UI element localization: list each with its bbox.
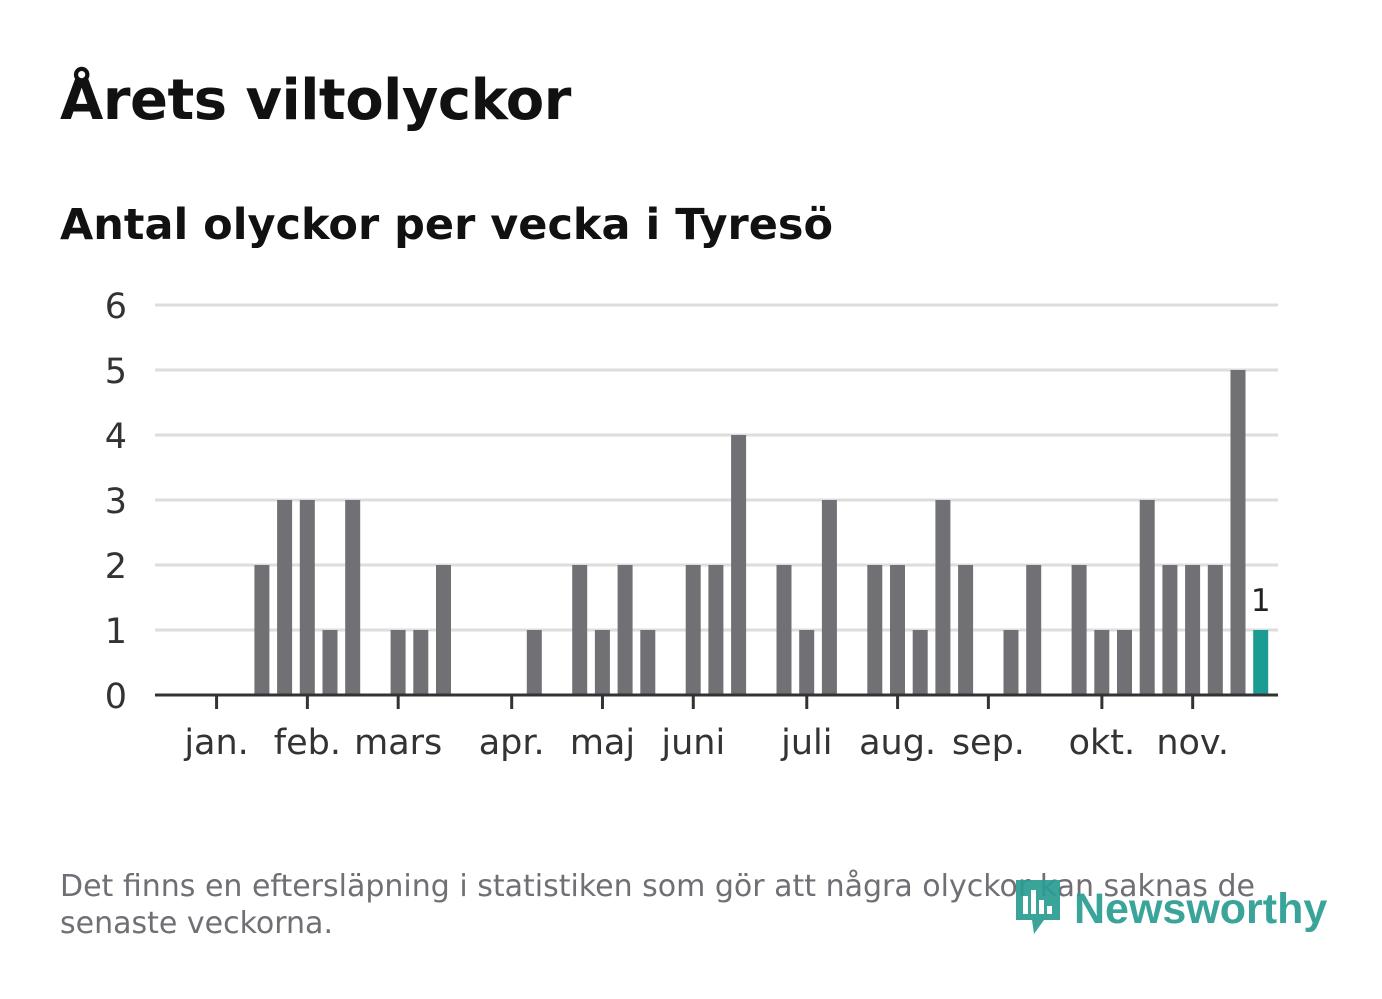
bar	[526, 630, 542, 695]
bar	[731, 435, 747, 695]
bar	[1185, 565, 1201, 695]
y-tick-label: 6	[105, 287, 127, 327]
y-tick-label: 4	[105, 417, 127, 457]
bar	[958, 565, 974, 695]
x-tick-label: aug.	[859, 723, 936, 763]
bar	[299, 500, 315, 695]
x-tick-label: jan.	[183, 723, 248, 763]
y-tick-label: 3	[105, 482, 127, 522]
y-tick-label: 2	[105, 547, 127, 587]
x-tick-label: mars	[354, 723, 442, 763]
x-tick-label: sep.	[952, 723, 1025, 763]
bar	[799, 630, 815, 695]
newsworthy-logo-icon	[1012, 876, 1064, 942]
bar-current-week	[1253, 630, 1269, 695]
x-tick-label: nov.	[1156, 723, 1229, 763]
y-tick-label: 1	[105, 612, 127, 652]
bar	[345, 500, 361, 695]
brand-name: Newsworthy	[1074, 884, 1328, 933]
x-axis: jan. feb. mars apr. maj juni juli aug. sep. okt. n…	[155, 693, 1278, 763]
bar	[572, 565, 588, 695]
bar	[1162, 565, 1178, 695]
data-label-current-week: 1	[1251, 583, 1271, 619]
bar	[390, 630, 406, 695]
bar	[1071, 565, 1087, 695]
bar	[1230, 370, 1246, 695]
bar	[912, 630, 928, 695]
x-tick-label: juli	[780, 723, 832, 763]
bar	[436, 565, 451, 695]
chart-subtitle: Antal olyckor per vecka i Tyresö	[60, 200, 833, 250]
bar-series	[254, 370, 1269, 695]
bar	[1117, 630, 1132, 695]
bar	[1094, 630, 1110, 695]
y-axis-ticks: 0 1 2 3 4 5 6	[105, 287, 127, 717]
x-tick-label: okt.	[1069, 723, 1136, 763]
bar	[322, 630, 338, 695]
x-tick-label: feb.	[274, 723, 341, 763]
y-tick-label: 0	[105, 677, 127, 717]
x-tick-label: juni	[660, 723, 725, 763]
bar	[640, 630, 656, 695]
brand-logo[interactable]: Newsworthy	[1012, 876, 1327, 942]
chart-title: Årets viltolyckor	[60, 68, 571, 133]
bar	[776, 565, 792, 695]
bar	[685, 565, 701, 695]
bar	[1207, 565, 1223, 695]
bar	[413, 630, 429, 695]
bar	[935, 500, 951, 695]
y-tick-label: 5	[105, 352, 127, 392]
weekly-accidents-bar-chart: 0 1 2 3 4 5 6 jan. feb. mars apr. maj juni juli aug. s…	[105, 287, 1278, 763]
data-labels: 1	[1251, 583, 1271, 619]
bar	[867, 565, 883, 695]
bar	[277, 500, 293, 695]
bar	[708, 565, 724, 695]
bar	[1026, 565, 1042, 695]
x-tick-label: apr.	[479, 723, 545, 763]
bar	[617, 565, 633, 695]
bar	[821, 500, 837, 695]
bar	[1003, 630, 1019, 695]
x-tick-label: maj	[570, 723, 635, 763]
bar	[1139, 500, 1155, 695]
bar	[594, 630, 610, 695]
bar	[254, 565, 270, 695]
bar	[890, 565, 905, 695]
